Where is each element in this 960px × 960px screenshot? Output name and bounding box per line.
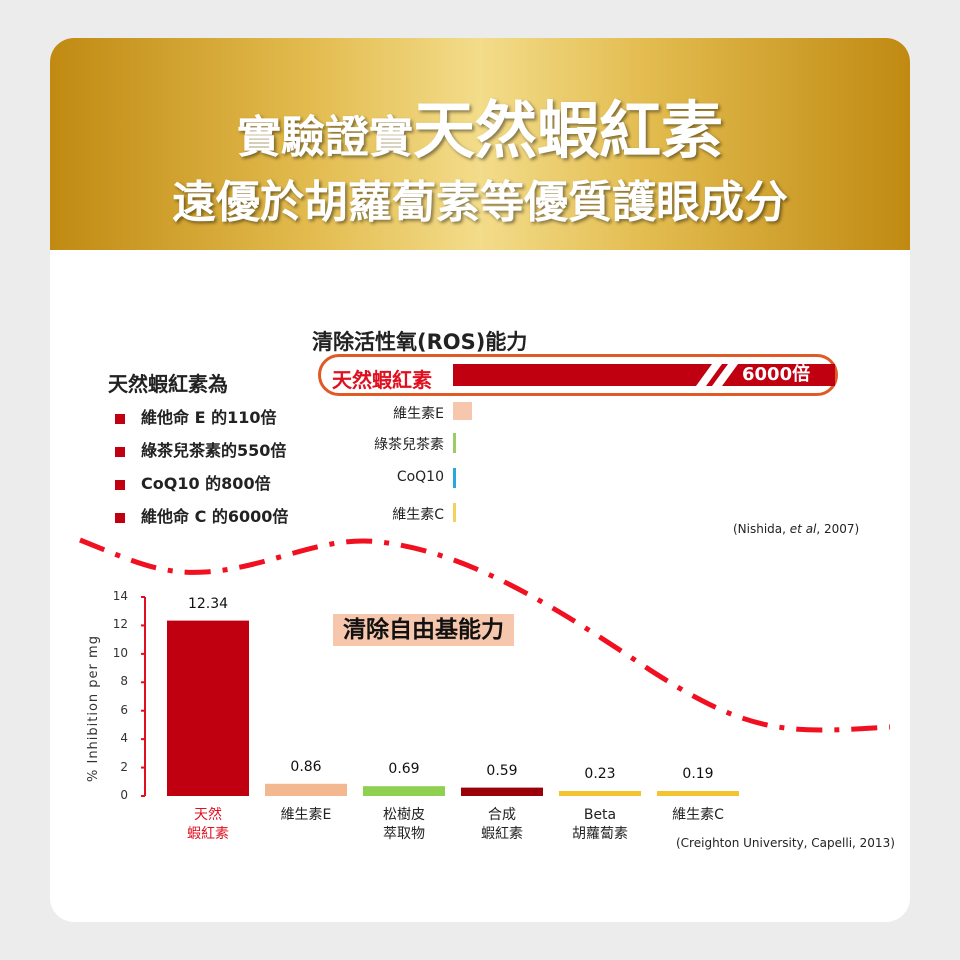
free-radical-chart-title: 清除自由基能力: [333, 614, 514, 646]
bar-1: [265, 783, 347, 796]
category-label-line: 松樹皮: [383, 807, 425, 823]
list-item-text: 維他命 E 的110倍: [141, 408, 277, 427]
axis-break-mark: [696, 364, 722, 386]
ros-value-label: 6000倍: [742, 364, 811, 385]
ros-bar-3: [453, 468, 456, 488]
list-item: 維他命 E 的110倍: [115, 404, 276, 428]
astaxanthin-highlight-outline: [318, 354, 838, 396]
category-label: 合成 蝦紅素: [457, 806, 547, 844]
bar-value-label: 12.34: [187, 595, 229, 612]
ros-bar-4: [453, 503, 456, 522]
category-label: 天然 蝦紅素: [163, 806, 253, 844]
y-tick-label: 4: [120, 731, 128, 746]
ros-label-astaxanthin: 天然蝦紅素: [332, 368, 432, 392]
list-item: 維他命 C 的6000倍: [115, 503, 288, 527]
list-item: CoQ10 的800倍: [115, 470, 271, 494]
ros-label: CoQ10: [396, 469, 444, 485]
y-tick-label: 8: [120, 674, 128, 689]
bullet-square-icon: [115, 512, 125, 523]
ros-bar-0: [453, 364, 835, 386]
category-label-line: Beta: [583, 807, 617, 823]
y-tick-label: 6: [120, 702, 128, 717]
ros-source: (Nishida, et al, 2007): [733, 522, 860, 536]
free-radical-source: (Creighton University, Capelli, 2013): [676, 836, 895, 850]
ros-bar-2: [453, 433, 456, 453]
list-item-text: 維他命 C 的6000倍: [141, 507, 289, 526]
list-item: 綠茶兒茶素的550倍: [115, 437, 286, 461]
header-banner: 實驗證實天然蝦紅素 遠優於胡蘿蔔素等優質護眼成分: [50, 38, 910, 250]
headline-emphasis: 天然蝦紅素: [412, 94, 723, 167]
category-label-line: 蝦紅素: [481, 826, 523, 842]
ros-label: 維生素E: [393, 406, 444, 422]
category-label-line: 合成: [488, 807, 516, 823]
bar-value-label: 0.69: [388, 761, 420, 778]
list-item-text: CoQ10 的800倍: [141, 474, 271, 493]
bullet-square-icon: [115, 446, 125, 457]
category-label-line: 萃取物: [383, 826, 425, 842]
bar-value-label: 0.59: [486, 762, 518, 779]
ros-bar-1: [453, 402, 472, 420]
bar-4: [559, 791, 641, 796]
bar-3: [461, 787, 543, 796]
y-tick-label: 0: [120, 788, 128, 802]
bar-0: [167, 620, 249, 796]
category-label-line: 維生素E: [280, 807, 332, 823]
bar-2: [363, 786, 445, 796]
y-tick-label: 2: [120, 759, 128, 774]
category-label-line: 維生素C: [672, 807, 724, 823]
bullet-square-icon: [115, 479, 125, 490]
list-item-text: 綠茶兒茶素的550倍: [141, 441, 287, 460]
axis-break-mark: [712, 364, 738, 386]
y-axis-label: % Inhibition per mg: [86, 635, 101, 782]
y-tick-label: 10: [112, 645, 128, 660]
y-tick-label: 14: [112, 589, 128, 603]
headline-prefix: 實驗證實: [236, 112, 413, 163]
ros-chart-title: 清除活性氧(ROS)能力: [312, 330, 528, 354]
bar-value-label: 0.19: [682, 766, 714, 782]
category-label: 松樹皮 萃取物: [359, 806, 449, 844]
ros-label: 維生素C: [392, 507, 444, 523]
category-label-line: 胡蘿蔔素: [572, 826, 628, 842]
ros-label: 綠茶兒茶素: [374, 437, 444, 453]
dash-dot-divider-curve: [79, 537, 891, 733]
bar-5: [657, 791, 739, 796]
category-label-line: 蝦紅素: [187, 826, 229, 842]
category-label: Beta 胡蘿蔔素: [555, 806, 645, 844]
bullet-square-icon: [115, 413, 125, 424]
category-label-line: 天然: [194, 807, 222, 823]
category-label: 維生素C: [653, 806, 743, 825]
category-label: 維生素E: [261, 806, 351, 825]
y-tick-label: 12: [112, 617, 128, 632]
list-title: 天然蝦紅素為: [108, 372, 228, 396]
bar-value-label: 0.23: [584, 766, 616, 782]
bar-value-label: 0.86: [290, 758, 322, 775]
headline-line1: 實驗證實天然蝦紅素: [50, 80, 910, 170]
headline-line2: 遠優於胡蘿蔔素等優質護眼成分: [172, 177, 788, 228]
